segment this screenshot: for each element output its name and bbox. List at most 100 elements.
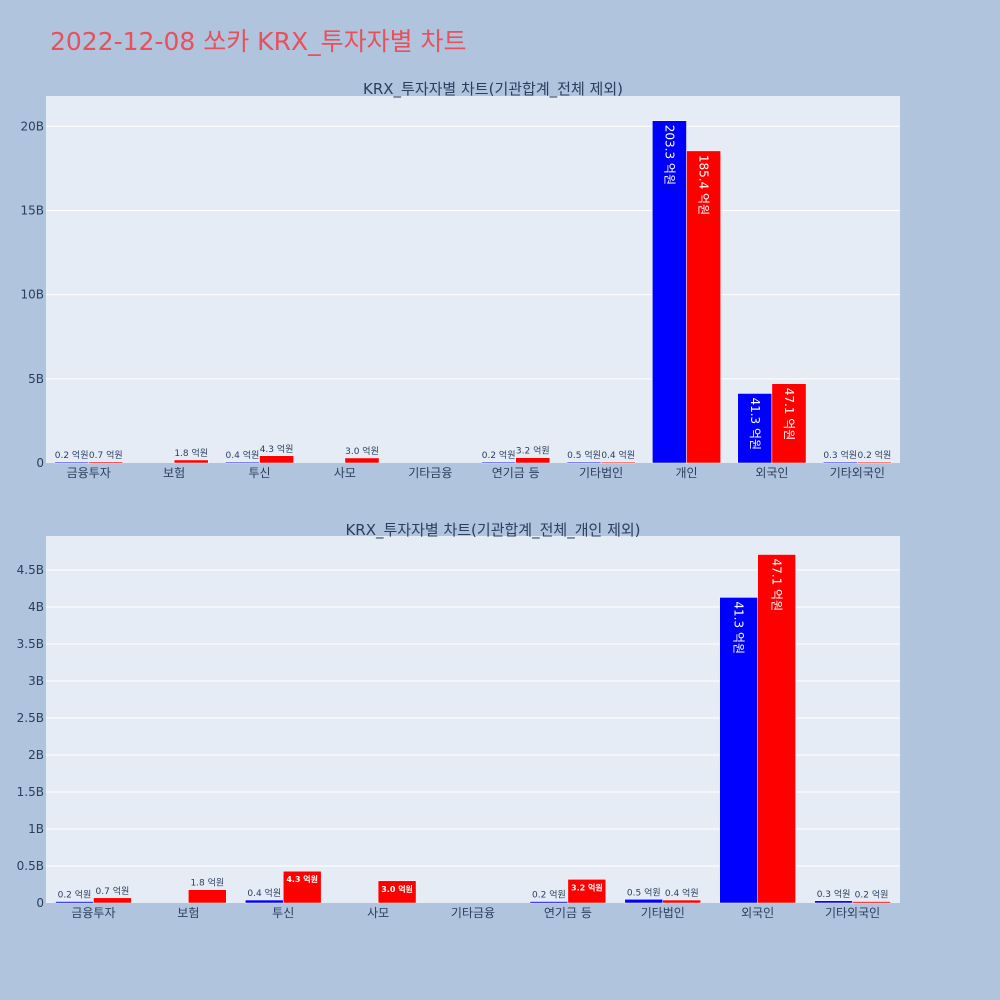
chart-title: KRX_투자자별 차트(기관합계_전체 제외) bbox=[363, 80, 623, 99]
bar bbox=[757, 554, 796, 904]
bar bbox=[822, 461, 858, 464]
x-tick-label: 금융투자 bbox=[67, 466, 111, 480]
bar bbox=[852, 901, 891, 904]
x-tick-label: 연기금 등 bbox=[544, 906, 592, 920]
bar bbox=[600, 461, 636, 464]
y-tick-label: 0.5B bbox=[17, 859, 44, 873]
data-label: 3.0 억원 bbox=[381, 884, 413, 894]
x-tick-label: 외국인 bbox=[741, 906, 774, 920]
data-label: 3.2 억원 bbox=[571, 882, 603, 892]
bar bbox=[282, 870, 322, 904]
y-tick-label: 20B bbox=[20, 119, 44, 133]
data-label: 0.2 억원 bbox=[58, 889, 92, 901]
x-tick-label: 금융투자 bbox=[71, 906, 115, 920]
y-tick-label: 2B bbox=[28, 748, 44, 762]
data-label: 0.3 억원 bbox=[817, 888, 851, 900]
x-tick-label: 기타외국인 bbox=[825, 906, 880, 920]
data-label: 0.4 억원 bbox=[601, 449, 635, 461]
data-label: 47.1 억원 bbox=[770, 558, 784, 611]
bar bbox=[93, 897, 132, 904]
data-label: 47.1 억원 bbox=[782, 388, 796, 441]
x-tick-label: 보험 bbox=[163, 466, 185, 480]
x-tick-label: 기타법인 bbox=[579, 466, 623, 480]
y-tick-label: 10B bbox=[20, 288, 44, 302]
bar bbox=[686, 150, 721, 464]
bar bbox=[225, 461, 260, 464]
bar bbox=[567, 879, 607, 904]
bar bbox=[652, 120, 687, 464]
data-label: 0.5 억원 bbox=[567, 449, 601, 461]
x-tick-label: 기타법인 bbox=[641, 906, 685, 920]
y-tick-label: 5B bbox=[28, 372, 44, 386]
page-title: 2022-12-08 쏘카 KRX_투자자별 차트 bbox=[50, 27, 467, 56]
bar bbox=[737, 393, 773, 464]
data-label: 41.3 억원 bbox=[748, 397, 762, 450]
bar bbox=[515, 457, 551, 464]
y-tick-label: 3B bbox=[28, 674, 44, 688]
bar bbox=[55, 901, 94, 904]
data-label: 4.3 억원 bbox=[260, 443, 294, 455]
data-label: 0.2 억원 bbox=[55, 449, 89, 461]
bar bbox=[481, 461, 516, 464]
y-tick-label: 1B bbox=[28, 822, 44, 836]
y-tick-label: 2.5B bbox=[17, 711, 44, 725]
data-label: 0.7 억원 bbox=[96, 885, 130, 897]
bar bbox=[719, 597, 758, 904]
bar bbox=[529, 901, 569, 904]
y-tick-label: 1.5B bbox=[17, 785, 44, 799]
data-label: 0.3 억원 bbox=[823, 449, 857, 461]
chart-1: 0 5B 10B 15B 20B KRX_투자자별 차트(기관합계_전체 제외) 금융투자 보… bbox=[20, 80, 900, 480]
data-label: 0.2 억원 bbox=[482, 449, 516, 461]
data-label: 41.3 억원 bbox=[732, 601, 746, 654]
x-tick-label: 기타금융 bbox=[408, 466, 452, 480]
data-label: 203.3 억원 bbox=[662, 125, 676, 185]
x-tick-label: 사모 bbox=[367, 906, 389, 920]
bar bbox=[173, 459, 209, 464]
x-tick-label: 개인 bbox=[675, 466, 697, 480]
x-tick-label: 투신 bbox=[248, 466, 270, 480]
chart-title: KRX_투자자별 차트(기관합계_전체_개인 제외) bbox=[345, 521, 640, 540]
data-label: 185.4 억원 bbox=[697, 155, 711, 215]
chart-2: 0 0.5B 1B 1.5B 2B 2.5B 3B 3.5B 4B 4.5B KRX_투자자별 차트… bbox=[17, 521, 900, 920]
data-label: 0.7 억원 bbox=[89, 449, 123, 461]
x-tick-label: 사모 bbox=[334, 466, 356, 480]
data-label: 0.2 억원 bbox=[858, 449, 892, 461]
x-tick-label: 투신 bbox=[272, 906, 294, 920]
bar bbox=[54, 461, 89, 464]
bar bbox=[566, 461, 602, 464]
data-label: 3.2 억원 bbox=[516, 445, 550, 457]
data-label: 0.2 억원 bbox=[855, 889, 889, 901]
data-label: 0.4 억원 bbox=[247, 887, 281, 899]
data-label: 0.4 억원 bbox=[665, 887, 699, 899]
bar bbox=[259, 455, 294, 464]
y-tick-label: 3.5B bbox=[17, 637, 44, 651]
bar bbox=[344, 457, 380, 464]
data-label: 0.2 억원 bbox=[532, 889, 566, 901]
x-tick-label: 보험 bbox=[177, 906, 199, 920]
data-label: 0.4 억원 bbox=[226, 449, 260, 461]
x-tick-label: 연기금 등 bbox=[492, 466, 540, 480]
x-tick-label: 외국인 bbox=[755, 466, 788, 480]
bar bbox=[245, 899, 284, 904]
bar bbox=[662, 899, 701, 904]
bar bbox=[88, 461, 124, 464]
data-label: 3.0 억원 bbox=[345, 445, 379, 457]
x-tick-label: 기타금융 bbox=[451, 906, 495, 920]
bar bbox=[771, 383, 807, 464]
bar bbox=[814, 900, 853, 904]
bar bbox=[857, 461, 892, 464]
y-tick-label: 0 bbox=[36, 896, 44, 910]
bar bbox=[377, 880, 417, 904]
y-tick-label: 4.5B bbox=[17, 563, 44, 577]
data-label: 0.5 억원 bbox=[627, 886, 661, 898]
data-label: 1.8 억원 bbox=[190, 877, 224, 889]
y-tick-label: 15B bbox=[20, 203, 44, 217]
bar bbox=[188, 889, 227, 904]
x-tick-label: 기타외국인 bbox=[830, 466, 885, 480]
data-label: 1.8 억원 bbox=[174, 447, 208, 459]
y-tick-label: 0 bbox=[36, 456, 44, 470]
data-label: 4.3 억원 bbox=[286, 874, 318, 884]
bar bbox=[624, 899, 664, 904]
y-tick-label: 4B bbox=[28, 600, 44, 614]
